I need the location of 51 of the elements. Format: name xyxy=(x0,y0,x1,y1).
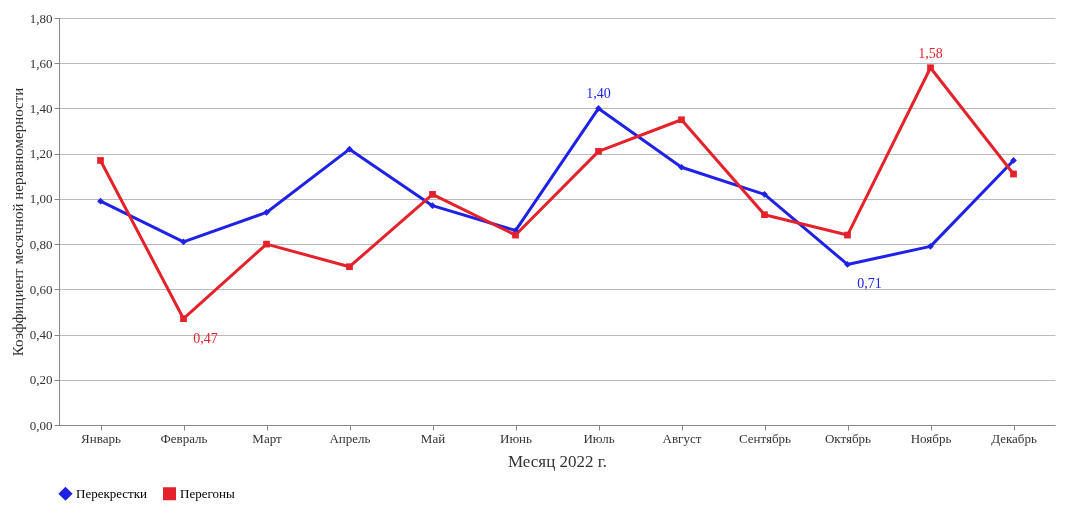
point xyxy=(263,240,270,248)
point xyxy=(678,163,685,171)
x-tick-label: Сентябрь xyxy=(738,430,792,446)
x-tick-label: Ноябрь xyxy=(910,430,952,446)
y-tick-label: 1,20 xyxy=(29,146,53,162)
y-tick-label: 1,00 xyxy=(29,191,53,207)
x-tick-label: Август xyxy=(662,430,702,446)
data-label: 0,71 xyxy=(857,276,882,292)
point xyxy=(429,191,436,198)
y-tick-label: 1,80 xyxy=(29,10,53,26)
point xyxy=(844,231,851,239)
y-tick-label: 0,60 xyxy=(29,281,53,297)
point xyxy=(346,263,353,271)
legend-label: Перекрестки xyxy=(76,485,148,501)
x-tick-label: Декабрь xyxy=(991,430,1037,446)
point xyxy=(263,209,270,216)
point xyxy=(761,211,768,219)
point xyxy=(180,315,187,323)
point xyxy=(595,105,602,112)
y-tick-label: 1,40 xyxy=(29,100,53,116)
point xyxy=(97,157,104,164)
data-label: 1,40 xyxy=(586,86,611,102)
point xyxy=(761,191,768,198)
x-tick-label: Апрель xyxy=(329,430,371,446)
x-axis-title: Месяц 2022 г. xyxy=(507,451,608,471)
y-tick-label: 1,60 xyxy=(29,55,53,71)
x-tick-label: Январь xyxy=(81,430,121,446)
data-label: 0,47 xyxy=(193,330,218,346)
x-tick-label: Июль xyxy=(583,430,615,446)
y-tick-label: 0,80 xyxy=(29,236,53,252)
point xyxy=(512,231,519,239)
point xyxy=(429,202,436,210)
x-tick-label: Октябрь xyxy=(824,430,872,446)
point xyxy=(927,243,934,250)
point xyxy=(678,116,685,124)
y-axis-title: Коэффициент месячной неравномерности xyxy=(9,87,26,357)
point xyxy=(1010,170,1017,178)
y-tick-label: 0,40 xyxy=(29,327,53,343)
point xyxy=(844,261,851,268)
x-tick-label: Май xyxy=(420,430,446,446)
x-tick-label: Июнь xyxy=(500,430,533,446)
point xyxy=(927,64,934,72)
point xyxy=(1010,157,1017,164)
data-label: 1,58 xyxy=(918,45,943,61)
x-tick-label: Февраль xyxy=(160,430,208,446)
x-tick-label: Март xyxy=(252,430,282,446)
point xyxy=(180,238,187,246)
legend-label: Перегоны xyxy=(180,485,235,501)
point xyxy=(595,148,602,155)
y-tick-label: 0,20 xyxy=(29,372,53,388)
y-tick-label: 0,00 xyxy=(29,417,53,433)
